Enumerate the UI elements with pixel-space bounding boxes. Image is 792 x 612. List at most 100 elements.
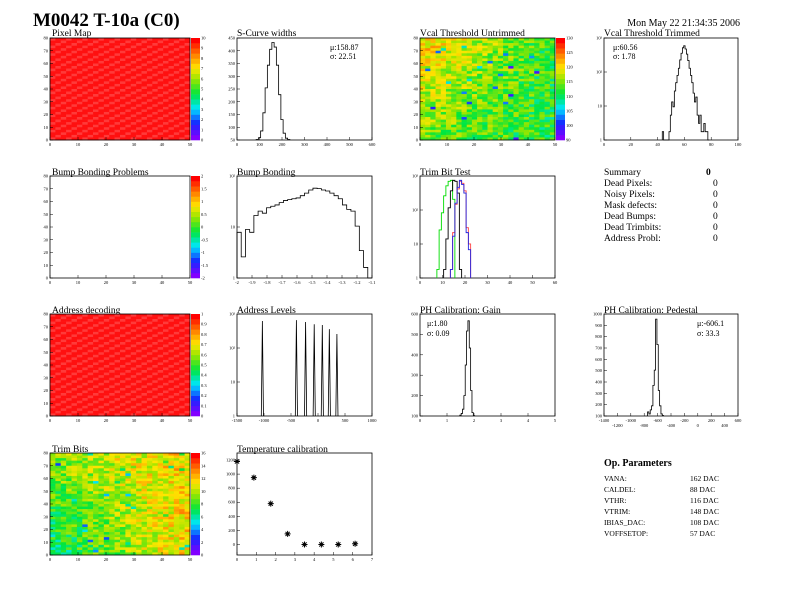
heatmap-cell xyxy=(163,509,169,512)
heatmap-cell xyxy=(71,501,78,505)
heatmap-cell xyxy=(130,539,137,543)
heatmap-cell xyxy=(136,514,142,518)
address-level-peak xyxy=(335,334,339,417)
heatmap-cell xyxy=(98,408,105,412)
heatmap-cell xyxy=(125,354,132,358)
heatmap-cell xyxy=(76,329,83,333)
heatmap-cell xyxy=(492,89,499,92)
y-tick-label: 400 xyxy=(228,48,236,53)
heatmap-cell xyxy=(430,122,436,125)
heatmap-cell xyxy=(435,129,442,133)
heatmap-cell xyxy=(152,372,158,376)
heatmap-cell xyxy=(539,63,545,67)
heatmap-cell xyxy=(184,493,191,497)
heatmap-cell xyxy=(425,101,431,105)
heatmap-cell xyxy=(529,71,535,74)
heatmap-cell xyxy=(534,132,540,136)
heatmap-cell xyxy=(451,60,457,64)
heatmap-cell xyxy=(497,117,504,120)
heatmap-cell xyxy=(477,111,483,115)
heatmap-cell xyxy=(82,370,88,373)
heatmap-cell xyxy=(109,393,115,396)
heatmap-cell xyxy=(477,137,483,141)
heatmap-cell xyxy=(430,76,436,80)
x-tick-label: 200 xyxy=(708,418,716,423)
heatmap-cell xyxy=(435,43,442,46)
heatmap-cell xyxy=(152,504,158,507)
heatmap-cell xyxy=(179,496,185,500)
heatmap-cell xyxy=(87,403,94,407)
heatmap-cell xyxy=(529,58,535,62)
heatmap-cell xyxy=(93,488,99,492)
x-tick-label: 10 xyxy=(76,280,81,285)
heatmap-cell xyxy=(55,137,62,141)
heatmap-cell xyxy=(98,119,105,123)
heatmap-cell xyxy=(103,352,110,356)
x-tick-label: 30 xyxy=(132,142,137,147)
heatmap-cell xyxy=(120,122,126,125)
heatmap-cell xyxy=(141,537,148,540)
heatmap-cell xyxy=(146,331,153,335)
heatmap-cell xyxy=(136,453,142,456)
heatmap-cell xyxy=(136,359,142,363)
heatmap-cell xyxy=(66,329,72,333)
heatmap-cell xyxy=(168,362,175,366)
heatmap-cell xyxy=(98,403,105,407)
heatmap-cell xyxy=(136,519,142,523)
heatmap-cell xyxy=(82,375,88,379)
heatmap-cell xyxy=(82,119,88,123)
heatmap-cell xyxy=(184,405,191,409)
module-title: M0042 T-10a (C0) xyxy=(33,10,180,31)
heatmap-cell xyxy=(66,375,72,379)
heatmap-cell xyxy=(141,542,148,546)
heatmap-cell xyxy=(466,119,473,123)
heatmap-cell xyxy=(71,321,78,325)
heatmap-cell xyxy=(50,375,56,379)
heatmap-cell xyxy=(163,101,169,105)
heatmap-cell xyxy=(482,101,488,105)
heatmap-cell xyxy=(513,89,519,92)
heatmap-cell xyxy=(125,475,132,479)
heatmap-cell xyxy=(120,380,126,384)
heatmap-cell xyxy=(66,316,72,320)
heatmap-cell xyxy=(503,50,509,54)
heatmap-cell xyxy=(173,137,180,141)
heatmap-cell xyxy=(539,76,545,80)
heatmap-cell xyxy=(179,58,185,62)
heatmap-cell xyxy=(93,544,99,548)
heatmap-cell xyxy=(184,458,191,461)
heatmap-cell xyxy=(503,96,509,100)
heatmap-cell xyxy=(152,99,158,103)
heatmap-cell xyxy=(71,504,78,507)
heatmap-cell xyxy=(114,91,121,95)
heatmap-cell xyxy=(103,549,110,553)
heatmap-cell xyxy=(518,124,525,128)
heatmap-cell xyxy=(120,38,126,41)
heatmap-cell xyxy=(518,94,525,97)
heatmap-cell xyxy=(93,129,99,133)
heatmap-cell xyxy=(136,66,142,69)
heatmap-cell xyxy=(114,334,121,338)
heatmap-cell xyxy=(93,331,99,335)
heatmap-cell xyxy=(98,539,105,543)
heatmap-cell xyxy=(71,453,78,456)
heatmap-cell xyxy=(136,544,142,548)
heatmap-cell xyxy=(163,395,169,399)
heatmap-cell xyxy=(523,60,530,64)
heatmap-cell xyxy=(539,38,545,41)
heatmap-cell xyxy=(152,481,158,484)
y-tick-label: 50 xyxy=(231,138,236,143)
heatmap-cell xyxy=(55,106,62,110)
heatmap-cell xyxy=(430,45,436,49)
heatmap-cell xyxy=(508,45,514,49)
heatmap-cell xyxy=(141,410,148,414)
heatmap-cell xyxy=(487,55,493,59)
heatmap-cell xyxy=(445,78,452,82)
heatmap-cell xyxy=(168,542,175,546)
heatmap-cell xyxy=(66,372,72,376)
heatmap-cell xyxy=(136,334,142,338)
heatmap-cell xyxy=(184,129,191,133)
heatmap-cell xyxy=(184,498,191,502)
heatmap-cell xyxy=(130,81,137,85)
heatmap-cell xyxy=(157,470,164,474)
